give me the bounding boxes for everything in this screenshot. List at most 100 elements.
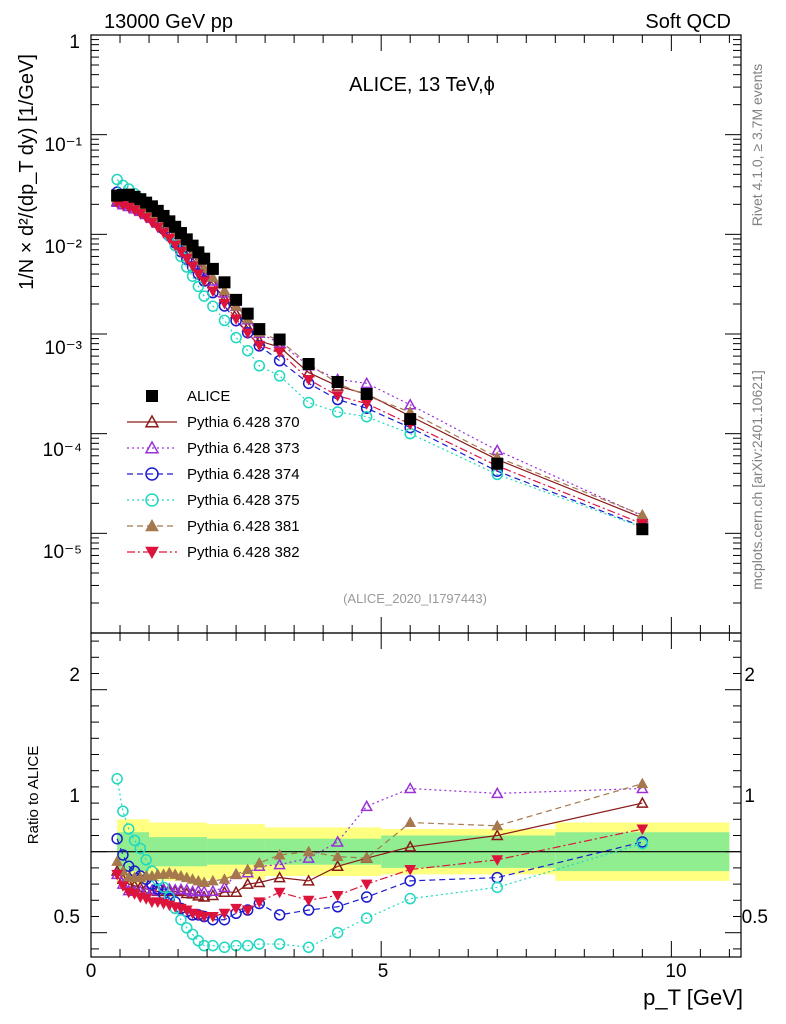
data-point [273,370,286,382]
series-line [116,201,643,517]
ratio-frame [90,632,742,958]
ratio-y-tick-label: 1 [69,786,80,807]
legend-label: Pythia 6.428 373 [187,440,300,457]
ratio-y-tick-label-right: 1 [744,786,755,807]
ratio-point [111,855,123,866]
data-point [186,261,199,273]
ratio-point [198,939,210,952]
ratio-point [636,777,649,789]
ratio-point [218,873,231,884]
data-point [302,396,315,409]
ratio-point [491,881,503,894]
data-point [273,347,286,359]
data-point [273,333,286,346]
data-point [163,233,176,245]
data-point [241,344,254,357]
x-tick-label: 10 [665,961,686,982]
data-point [192,269,205,281]
ratio-y-tick-label-right: 2 [744,665,755,686]
data-point [241,307,254,320]
ratio-point [218,941,231,954]
data-point [331,391,344,402]
ratio-point [491,855,504,866]
ratio-line [116,778,643,948]
main-y-tick-label: 10⁻³ [45,338,83,359]
legend-label: Pythia 6.428 370 [187,414,300,431]
data-point [253,360,266,372]
data-point [207,286,219,298]
data-point [218,284,231,296]
ratio-point [192,884,205,896]
ratio-point [331,835,344,847]
ratio-point [360,852,373,863]
analysis-id: (ALICE_2020_I1797443) [343,591,487,606]
data-point [253,323,266,336]
ratio-point [180,883,194,895]
ratio-point [302,941,315,954]
ratio-point [273,848,286,860]
ratio-point [253,938,266,950]
data-point [230,331,242,344]
x-tick-label: 0 [86,961,97,982]
ratio-point [273,871,286,883]
data-point [491,457,504,470]
legend-label: Pythia 6.428 375 [187,492,300,509]
ratio-point [229,885,243,897]
ratio-point [273,858,286,870]
ratio-point [186,928,199,941]
ratio-point [273,887,286,899]
ratio-y-tick-label-right: 0.5 [742,907,768,928]
ratio-point [241,905,254,917]
data-point [230,314,242,325]
data-point [169,240,182,252]
ratio-point [360,891,373,903]
ratio-point [403,840,417,852]
legend-marker [144,414,160,428]
ratio-point [207,912,219,923]
ratio-point [207,874,219,886]
x-tick-label: 5 [378,961,389,982]
mcplots-label: mcplots.cern.ch [arXiv:2401.10621] [749,370,765,589]
ratio-point [636,837,649,850]
ratio-point [404,892,416,905]
ratio-point [404,875,416,887]
ratio-point [302,895,315,907]
legend-marker [145,518,159,532]
ratio-point [197,885,211,897]
ratio-point [117,805,129,817]
ratio-point [490,828,504,841]
data-point [360,376,373,389]
legend [127,390,177,560]
legend-label: Pythia 6.428 382 [187,544,300,561]
ratio-point [140,854,152,866]
legend-marker [145,467,159,481]
ratio-point [111,773,123,785]
ratio-point [198,876,211,887]
data-point [207,271,219,282]
ratio-point [331,890,344,902]
ratio-point [636,824,649,836]
main-y-axis-label: 1/N × d²/(dp_T dy) [1/GeV] [16,54,38,290]
ratio-point [302,845,315,857]
legend-label: ALICE [187,388,230,405]
ratio-point [331,901,344,913]
ratio-point [206,884,220,896]
legend-label: Pythia 6.428 381 [187,518,300,535]
data-point [331,406,344,418]
ratio-point [117,881,129,892]
data-point [253,340,266,352]
ratio-point [128,834,141,847]
ratio-point [273,938,286,950]
ratio-point [331,859,344,872]
data-point [198,252,211,265]
ratio-point [490,786,504,799]
ratio-point [404,865,417,876]
rivet-label: Rivet 4.1.0, ≥ 3.7M events [749,64,765,227]
main-y-tick-label: 10⁻⁴ [43,440,82,461]
header-left: 13000 GeV pp [104,11,233,33]
data-point [360,388,373,401]
ratio-y-tick-label: 0.5 [54,907,80,928]
ratio-y-tick-label: 2 [69,665,80,686]
ratio-line [116,787,643,893]
